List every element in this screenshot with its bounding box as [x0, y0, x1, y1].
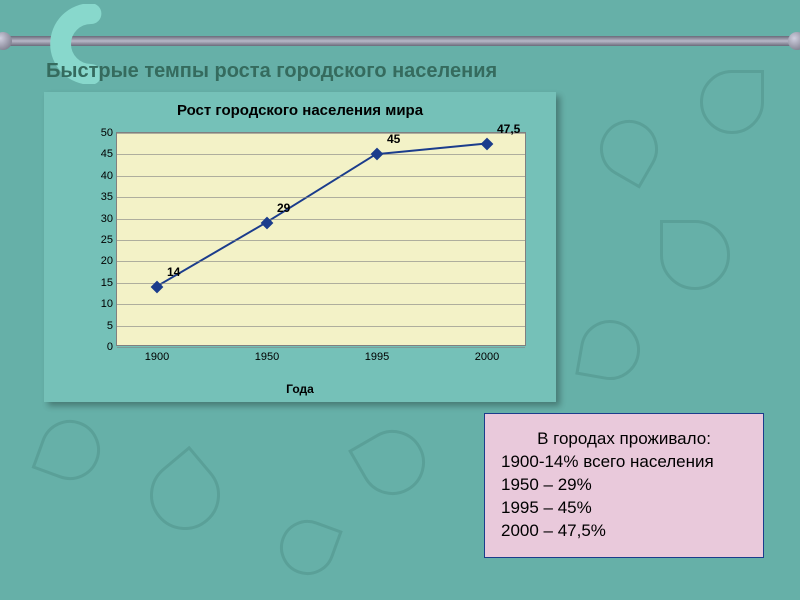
chart-gridline — [117, 261, 525, 262]
decorative-rod — [0, 36, 800, 46]
chart-ytick: 0 — [107, 341, 113, 353]
chart-gridline — [117, 176, 525, 177]
info-line: 1995 – 45% — [501, 497, 747, 520]
chart-xtick: 1950 — [255, 351, 279, 363]
chart-ytick: 10 — [101, 298, 113, 310]
chart-point-label: 45 — [387, 132, 400, 146]
chart-gridline — [117, 347, 525, 348]
info-line: 1950 – 29% — [501, 474, 747, 497]
chart-ytick: 30 — [101, 213, 113, 225]
info-line: 1900-14% всего населения — [501, 451, 747, 474]
chart-ytick: 45 — [101, 148, 113, 160]
chart-gridline — [117, 197, 525, 198]
chart-gridline — [117, 240, 525, 241]
chart-xtick: 1900 — [145, 351, 169, 363]
chart-ytick: 15 — [101, 277, 113, 289]
chart-panel: Рост городского населения мира Численнос… — [44, 92, 556, 402]
info-box: В городах проживало: 1900-14% всего насе… — [484, 413, 764, 558]
chart-gridline — [117, 283, 525, 284]
chart-gridline — [117, 133, 525, 134]
chart-ytick: 25 — [101, 234, 113, 246]
chart-point-label: 47,5 — [497, 122, 520, 136]
chart-ytick: 20 — [101, 255, 113, 267]
chart-point-label: 29 — [277, 201, 290, 215]
chart-ytick: 50 — [101, 127, 113, 139]
chart-gridline — [117, 326, 525, 327]
chart-title: Рост городского населения мира — [44, 102, 556, 119]
chart-ytick: 35 — [101, 191, 113, 203]
info-line: 2000 – 47,5% — [501, 520, 747, 543]
chart-xtick: 1995 — [365, 351, 389, 363]
chart-ytick: 40 — [101, 170, 113, 182]
chart-xlabel: Года — [44, 382, 556, 396]
chart-gridline — [117, 219, 525, 220]
info-header: В городах проживало: — [501, 428, 747, 451]
chart-plot-area: 0510152025303540455019001950199520001429… — [116, 132, 526, 346]
chart-xtick: 2000 — [475, 351, 499, 363]
chart-point-label: 14 — [167, 265, 180, 279]
chart-ytick: 5 — [107, 320, 113, 332]
chart-gridline — [117, 154, 525, 155]
page-title: Быстрые темпы роста городского населения — [46, 60, 497, 83]
chart-gridline — [117, 304, 525, 305]
